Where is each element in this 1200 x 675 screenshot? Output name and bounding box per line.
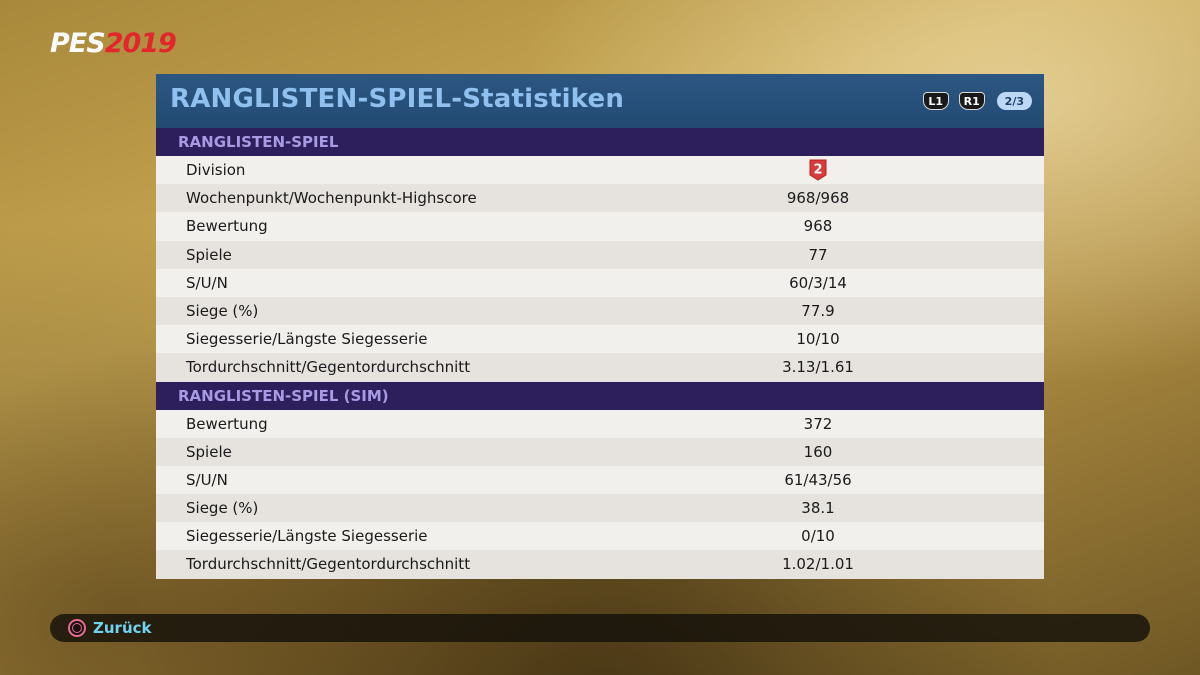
logo-year: 2019 [104,28,177,59]
division-value: 2 [813,163,822,178]
page-indicator: 2/3 [996,92,1032,110]
footer-bar: Zurück [50,614,1150,642]
ranked-stats-list: Division 2 Wochenpunkt/Wochenpunkt-Highs… [156,156,1044,382]
section-header-ranked-sim: RANGLISTEN-SPIEL (SIM) [156,381,1044,410]
stat-label: Bewertung [186,217,268,236]
stat-label: Siege (%) [186,499,259,518]
stat-label: Tordurchschnitt/Gegentordurchschnitt [186,555,471,574]
stat-row: Spiele 77 [156,240,1044,269]
stat-label: S/U/N [186,470,228,489]
stat-label: Spiele [186,245,232,264]
stat-label: Tordurchschnitt/Gegentordurchschnitt [186,358,471,377]
stat-value: 1.02/1.01 [782,555,854,574]
ranked-sim-stats-list: Bewertung 372 Spiele 160 S/U/N 61/43/56 … [156,409,1044,579]
stat-row: S/U/N 60/3/14 [156,268,1044,297]
stat-label: Division [186,161,246,179]
stat-row: S/U/N 61/43/56 [156,465,1044,495]
circle-button-icon[interactable] [68,619,86,637]
stat-row: Bewertung 968 [156,212,1044,241]
stat-value: 160 [803,442,833,461]
stat-value: 77.9 [801,301,835,320]
stat-row: Siege (%) 38.1 [156,494,1044,523]
page-title: RANGLISTEN-SPIEL-Statistiken [170,84,625,114]
stat-value: 968/968 [786,189,850,208]
logo-pes: PES [50,28,106,59]
stat-value: 0/10 [801,527,835,546]
stat-value: 3.13/1.61 [782,358,854,377]
stat-row: Tordurchschnitt/Gegentordurchschnitt 1.0… [156,550,1044,579]
panel-header: RANGLISTEN-SPIEL-Statistiken L1 R1 2/3 [156,74,1044,128]
stat-value: 77 [808,245,828,264]
stat-row: Siege (%) 77.9 [156,296,1044,326]
pes-logo: PES2019 [50,28,177,59]
page-navigation: L1 R1 2/3 [922,92,1032,110]
stat-value: 968 [803,217,833,236]
stat-row: Tordurchschnitt/Gegentordurchschnitt 3.1… [156,353,1044,382]
stat-row: Siegesserie/Längste Siegesserie 10/10 [156,325,1044,354]
r1-button[interactable]: R1 [958,92,985,110]
stat-label: Wochenpunkt/Wochenpunkt-Highscore [186,189,477,208]
stat-label: Spiele [186,442,232,461]
stat-label: S/U/N [186,273,228,292]
stat-value: 38.1 [801,499,835,518]
stat-label: Bewertung [186,414,268,433]
stat-label: Siegesserie/Längste Siegesserie [186,527,428,546]
l1-button[interactable]: L1 [922,92,949,110]
section-header-ranked: RANGLISTEN-SPIEL [156,128,1044,156]
stat-value: 60/3/14 [789,273,847,292]
stat-value: 61/43/56 [784,470,852,489]
stats-panel: RANGLISTEN-SPIEL-Statistiken L1 R1 2/3 R… [156,74,1044,579]
stat-row: Siegesserie/Längste Siegesserie 0/10 [156,522,1044,551]
back-button[interactable]: Zurück [93,619,152,637]
stat-label: Siegesserie/Längste Siegesserie [186,330,428,349]
stat-row-division: Division 2 [156,156,1044,185]
stat-row: Bewertung 372 [156,409,1044,438]
stat-row: Wochenpunkt/Wochenpunkt-Highscore 968/96… [156,184,1044,213]
stat-label: Siege (%) [186,301,259,320]
stat-row: Spiele 160 [156,437,1044,466]
division-badge-icon: 2 [809,159,827,181]
stat-value: 372 [803,414,833,433]
stat-value: 10/10 [796,330,840,349]
